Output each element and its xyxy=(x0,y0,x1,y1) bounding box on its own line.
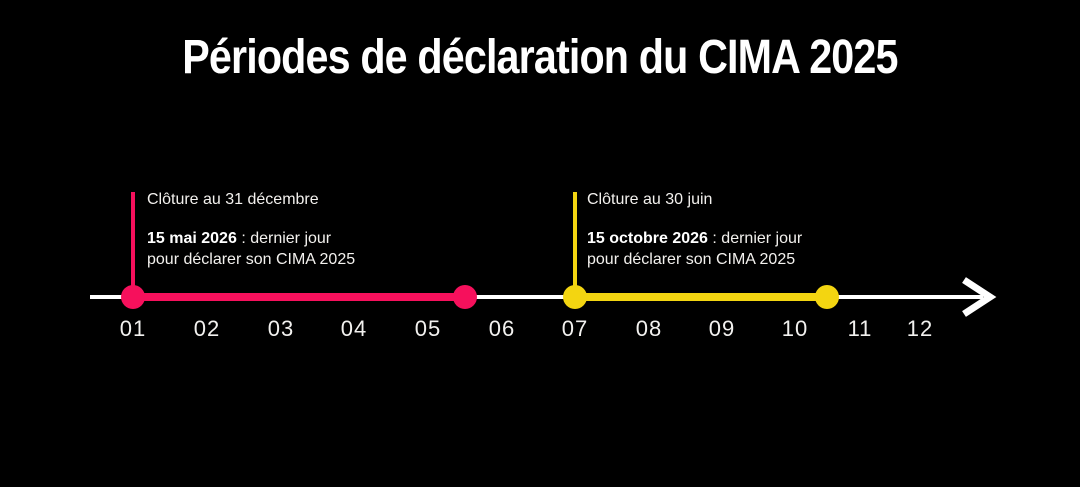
deadline-date: 15 mai 2026 xyxy=(147,230,237,247)
closure-label: Clôture au 30 juin xyxy=(587,191,713,208)
period-bar-june-closure xyxy=(575,293,827,301)
month-label: 07 xyxy=(561,316,589,341)
annotation-connector-line-december xyxy=(131,192,135,298)
month-label: 08 xyxy=(635,316,663,341)
month-label: 11 xyxy=(847,316,873,341)
deadline-line2: pour déclarer son CIMA 2025 xyxy=(587,251,796,268)
month-label: 12 xyxy=(906,316,934,341)
title-container: Périodes de déclaration du CIMA 2025 xyxy=(0,30,1080,85)
deadline-text: 15 mai 2026 : dernier jour pour déclarer… xyxy=(147,228,467,270)
period2-end-dot xyxy=(815,285,839,309)
month-label: 02 xyxy=(193,316,221,341)
period1-start-dot xyxy=(121,285,145,309)
annotation-closure-december: Clôture au 31 décembre 15 mai 2026 : der… xyxy=(147,189,467,270)
page-title: Périodes de déclaration du CIMA 2025 xyxy=(182,31,898,84)
annotation-connector-line-june xyxy=(573,192,577,298)
month-label: 04 xyxy=(340,316,368,341)
period1-end-dot xyxy=(453,285,477,309)
annotation-closure-june: Clôture au 30 juin 15 octobre 2026 : der… xyxy=(587,189,907,270)
period2-start-dot xyxy=(563,285,587,309)
month-label: 09 xyxy=(708,316,736,341)
month-label: 01 xyxy=(119,316,147,341)
month-label: 06 xyxy=(488,316,516,341)
deadline-line2: pour déclarer son CIMA 2025 xyxy=(147,251,356,268)
deadline-rest: : dernier jour xyxy=(241,230,332,247)
arrow-right-icon xyxy=(962,277,997,317)
deadline-text: 15 octobre 2026 : dernier jour pour décl… xyxy=(587,228,907,270)
month-label: 03 xyxy=(267,316,295,341)
deadline-date: 15 octobre 2026 xyxy=(587,230,708,247)
closure-label: Clôture au 31 décembre xyxy=(147,191,319,208)
timeline-axis xyxy=(90,295,983,299)
month-label: 05 xyxy=(414,316,442,341)
period-bar-december-closure xyxy=(133,293,465,301)
deadline-rest: : dernier jour xyxy=(712,230,803,247)
month-label: 10 xyxy=(781,316,809,341)
